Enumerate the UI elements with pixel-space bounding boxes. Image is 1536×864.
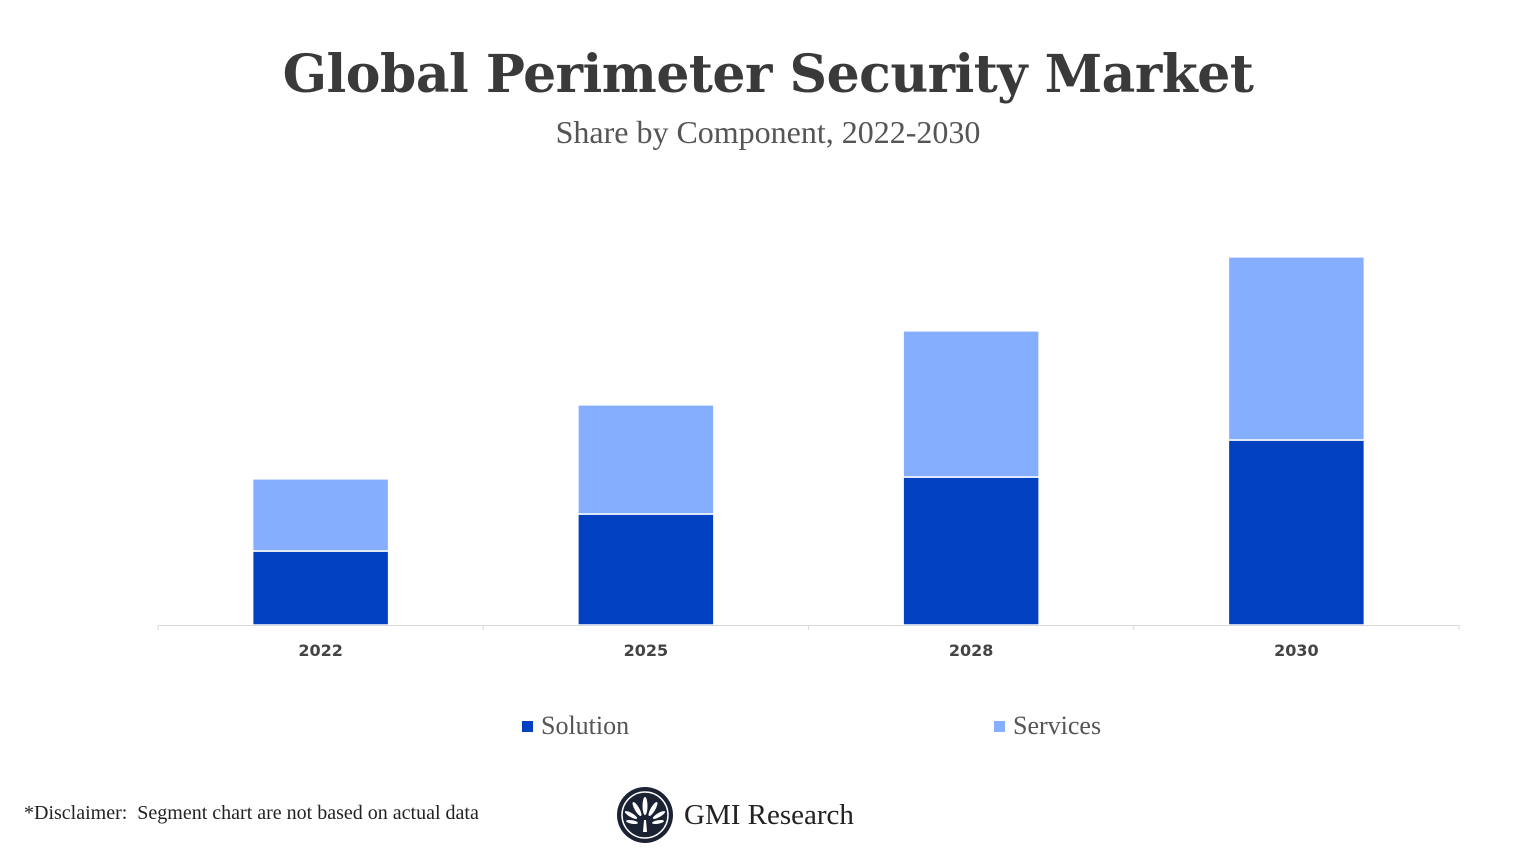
bar-solution-2025 [577, 513, 715, 626]
legend-item-services: Services [994, 711, 1101, 741]
bar-services-2022 [251, 478, 390, 552]
bar-solution-2022 [251, 550, 390, 626]
bar-services-2028 [902, 330, 1040, 478]
legend-label-services: Services [1013, 711, 1102, 740]
bar-services-2030 [1227, 256, 1366, 441]
legend-item-solution: Solution [522, 711, 629, 741]
x-tick-label: 2030 [1274, 641, 1319, 660]
legend-label-solution: Solution [541, 711, 630, 740]
legend-swatch-solution [522, 720, 533, 732]
x-tick-label: 2028 [949, 641, 994, 660]
chart-subtitle: Share by Component, 2022-2030 [555, 114, 981, 150]
disclaimer: *Disclaimer: Segment chart are not based… [24, 802, 479, 824]
brand-name: GMI Research [684, 798, 854, 831]
chart-title: Global Perimeter Security Market [282, 44, 1254, 105]
bar-solution-2030 [1227, 439, 1366, 626]
bar-solution-2028 [902, 476, 1040, 626]
x-tick-label: 2022 [298, 641, 343, 660]
legend-swatch-services [994, 720, 1005, 732]
brand-logo: GMI Research [616, 786, 854, 844]
stacked-bar-chart: 2022 2025 2028 2030 [157, 256, 1460, 660]
x-tick-label: 2025 [624, 641, 669, 660]
gmi-logo-icon [617, 787, 673, 843]
bar-services-2025 [577, 404, 715, 515]
